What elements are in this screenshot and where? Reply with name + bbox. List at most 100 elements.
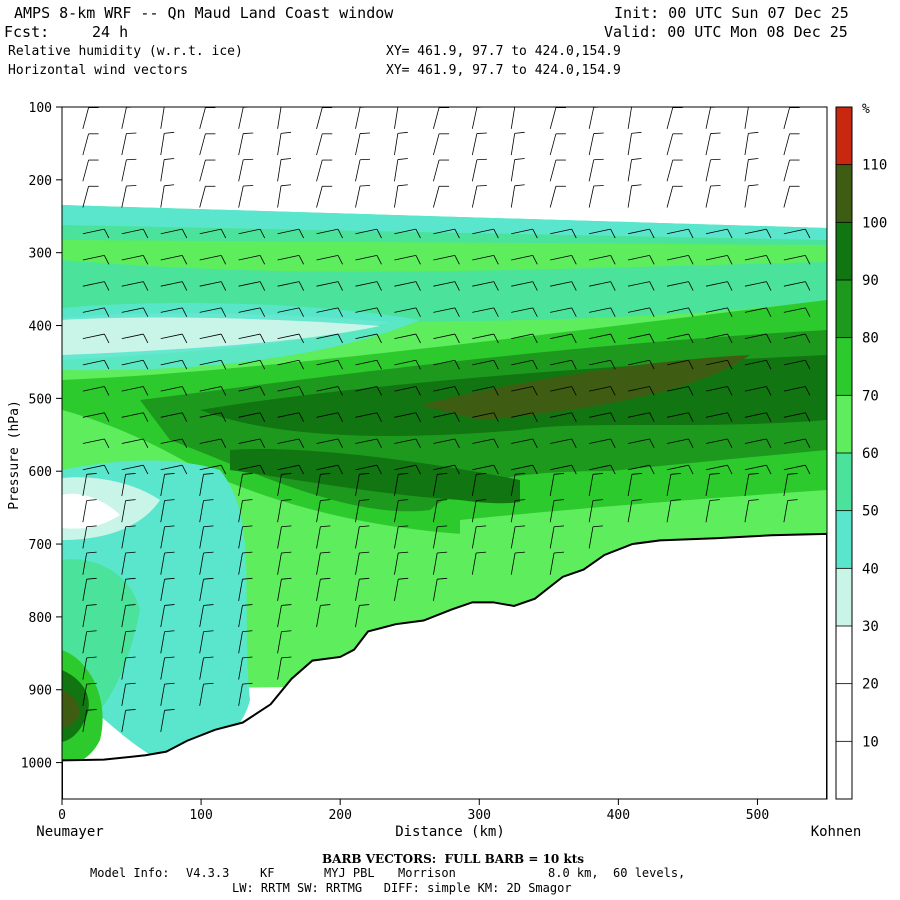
- wind-barb-shaft: [628, 438, 650, 444]
- colorbar-swatch: [836, 626, 852, 684]
- wind-barb-flag: [805, 228, 811, 239]
- model-version: V4.3.3: [186, 866, 230, 880]
- wind-barb-shaft: [433, 281, 455, 287]
- wind-barb-shaft: [394, 133, 399, 156]
- wind-barb-shaft: [316, 386, 339, 392]
- wind-barb-flag: [515, 473, 526, 475]
- wind-barb-shaft: [666, 464, 689, 471]
- wind-barb-flag: [631, 184, 642, 187]
- wind-barb-flag: [454, 255, 460, 265]
- wind-barb-flag: [476, 525, 487, 528]
- wind-barb-shaft: [744, 133, 749, 156]
- wind-barb-shaft: [433, 333, 455, 340]
- wind-barb-shaft: [316, 500, 321, 523]
- wind-barb-flag: [337, 360, 343, 370]
- wind-barb-flag: [649, 333, 655, 344]
- wind-barb-shaft: [277, 657, 282, 680]
- wind-barb-flag: [515, 499, 526, 501]
- wind-barb-flag: [259, 386, 266, 396]
- wind-barb-shaft: [666, 186, 674, 208]
- wind-barb-flag: [376, 333, 382, 344]
- colorbar-level-label: 60: [862, 446, 879, 462]
- rh-layer-100-low: [420, 355, 750, 420]
- wind-barb-shaft: [121, 412, 144, 418]
- wind-barb-flag: [415, 228, 421, 239]
- wind-barb-shaft: [627, 185, 632, 208]
- wind-barb-flag: [688, 255, 694, 265]
- wind-barb-shaft: [316, 307, 339, 313]
- wind-barb-flag: [571, 464, 577, 475]
- wind-barb-flag: [593, 132, 604, 134]
- wind-barb-flag: [320, 499, 331, 501]
- wind-barb-shaft: [589, 386, 611, 392]
- wind-barb-shaft: [316, 579, 321, 601]
- wind-barb-shaft: [394, 281, 417, 287]
- wind-barb-flag: [203, 577, 214, 580]
- wind-barb-shaft: [433, 228, 455, 235]
- colorbar-swatch: [836, 741, 852, 799]
- wind-barb-shaft: [238, 438, 261, 444]
- wind-barb-flag: [298, 438, 305, 449]
- wind-barb-flag: [727, 255, 733, 265]
- wind-barb-flag: [320, 525, 331, 528]
- wind-barb-shaft: [160, 438, 183, 444]
- wind-barb-shaft: [82, 228, 105, 235]
- microphysics-scheme: Morrison: [398, 866, 456, 880]
- wind-barb-flag: [376, 360, 382, 370]
- wind-barb-shaft: [238, 133, 244, 156]
- wind-barb-shaft: [355, 526, 360, 549]
- wind-barb-flag: [398, 473, 409, 475]
- wind-barb-shaft: [394, 438, 417, 444]
- wind-barb-flag: [397, 184, 408, 187]
- wind-barb-flag: [259, 307, 266, 317]
- wind-barb-flag: [571, 281, 577, 291]
- wind-barb-shaft: [316, 333, 339, 340]
- wind-barb-flag: [242, 551, 253, 554]
- colorbar-level-label: 30: [862, 619, 879, 635]
- wind-barb-flag: [220, 281, 227, 291]
- y-axis-label: Pressure (hPa): [7, 400, 22, 510]
- colorbar-swatch: [836, 453, 852, 511]
- wind-barb-flag: [376, 412, 382, 422]
- colorbar-swatch: [836, 280, 852, 338]
- colorbar-unit: %: [862, 102, 870, 117]
- wind-barb-flag: [203, 499, 214, 501]
- wind-barb-shaft: [744, 107, 749, 129]
- wind-barb-shaft: [432, 552, 438, 575]
- wind-barb-flag: [727, 464, 733, 475]
- wind-barb-shaft: [160, 359, 183, 366]
- wind-barb-flag: [571, 228, 577, 239]
- wind-barb-shaft: [238, 159, 244, 182]
- wind-barb-shaft: [82, 526, 88, 549]
- wind-barb-shaft: [238, 526, 243, 549]
- wind-barb-shaft: [628, 359, 650, 366]
- wind-barb-shaft: [744, 386, 767, 392]
- wind-barb-shaft: [744, 412, 767, 418]
- wind-barb-flag: [415, 464, 421, 475]
- wind-barb-flag: [86, 630, 97, 633]
- wind-barb-flag: [337, 438, 343, 449]
- wind-barb-shaft: [160, 474, 165, 497]
- wind-barb-shaft: [744, 159, 749, 182]
- wind-barb-flag: [631, 499, 642, 501]
- wind-barb-flag: [787, 499, 798, 501]
- wind-barb-shaft: [82, 412, 105, 418]
- wind-barb-shaft: [394, 107, 399, 129]
- wind-barb-flag: [359, 473, 370, 475]
- wind-barb-shaft: [510, 552, 516, 575]
- wind-barb-flag: [415, 333, 421, 344]
- wind-barb-flag: [203, 630, 214, 633]
- wind-barb-flag: [631, 473, 642, 475]
- wind-barb-shaft: [199, 684, 204, 706]
- wind-barb-flag: [532, 438, 538, 449]
- wind-barb-shaft: [121, 185, 127, 208]
- wind-barb-shaft: [355, 605, 360, 628]
- wind-barb-flag: [220, 360, 227, 370]
- wind-barb-flag: [493, 228, 499, 239]
- wind-barb-shaft: [160, 526, 165, 549]
- wind-barb-flag: [359, 525, 370, 528]
- wind-barb-flag: [415, 255, 421, 265]
- wind-barb-shaft: [589, 438, 611, 444]
- wind-barb-shaft: [666, 228, 689, 235]
- wind-barb-flag: [514, 184, 525, 187]
